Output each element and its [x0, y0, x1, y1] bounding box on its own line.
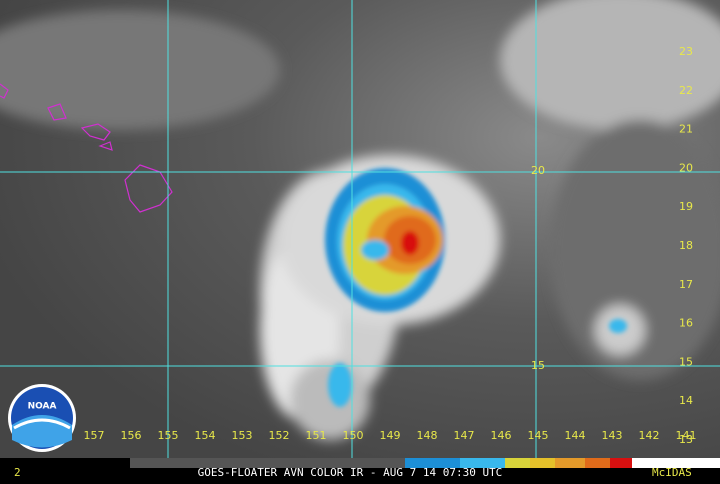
latitude-label: 22	[679, 84, 693, 97]
longitude-label: 157	[84, 429, 105, 442]
frame-number: 2	[14, 466, 21, 479]
logo-text: NOAA	[28, 402, 57, 412]
longitude-label: 144	[565, 429, 586, 442]
longitude-label: 155	[158, 429, 179, 442]
longitude-label: 141	[676, 429, 697, 442]
islands	[0, 83, 173, 213]
longitude-label: 142	[639, 429, 660, 442]
longitude-label: 149	[380, 429, 401, 442]
latitude-label: 17	[679, 278, 693, 291]
latitude-label: 20	[679, 161, 693, 174]
latitude-label: 19	[679, 200, 693, 213]
longitude-label: 150	[343, 429, 364, 442]
noaa-logo: NOAA	[8, 384, 76, 452]
longitude-label: 146	[491, 429, 512, 442]
color-scale	[0, 458, 720, 468]
longitude-label: 152	[269, 429, 290, 442]
grid-label: 20	[531, 164, 545, 177]
longitude-label: 148	[417, 429, 438, 442]
longitude-label: 156	[121, 429, 142, 442]
latitude-label: 15	[679, 355, 693, 368]
latitude-label: 16	[679, 317, 693, 330]
grid	[0, 0, 720, 458]
caption: GOES-FLOATER AVN COLOR IR - AUG 7 14 07:…	[198, 466, 503, 479]
longitude-labels: 1581571561551541531521511501491481471461…	[47, 429, 697, 442]
latitude-label: 23	[679, 45, 693, 58]
latitude-label: 18	[679, 239, 693, 252]
brand: McIDAS	[652, 466, 692, 479]
longitude-label: 153	[232, 429, 253, 442]
longitude-label: 147	[454, 429, 475, 442]
storm-core	[325, 168, 627, 407]
longitude-label: 154	[195, 429, 216, 442]
longitude-label: 151	[306, 429, 327, 442]
latitude-label: 21	[679, 123, 693, 136]
latitude-label: 13	[679, 433, 693, 446]
grid-label: 15	[531, 359, 545, 372]
latitude-labels: 23 22 21 20 19 18 17 16 15 14 13	[679, 45, 693, 446]
longitude-label: 145	[528, 429, 549, 442]
latitude-label: 14	[679, 394, 693, 407]
longitude-label: 143	[602, 429, 623, 442]
